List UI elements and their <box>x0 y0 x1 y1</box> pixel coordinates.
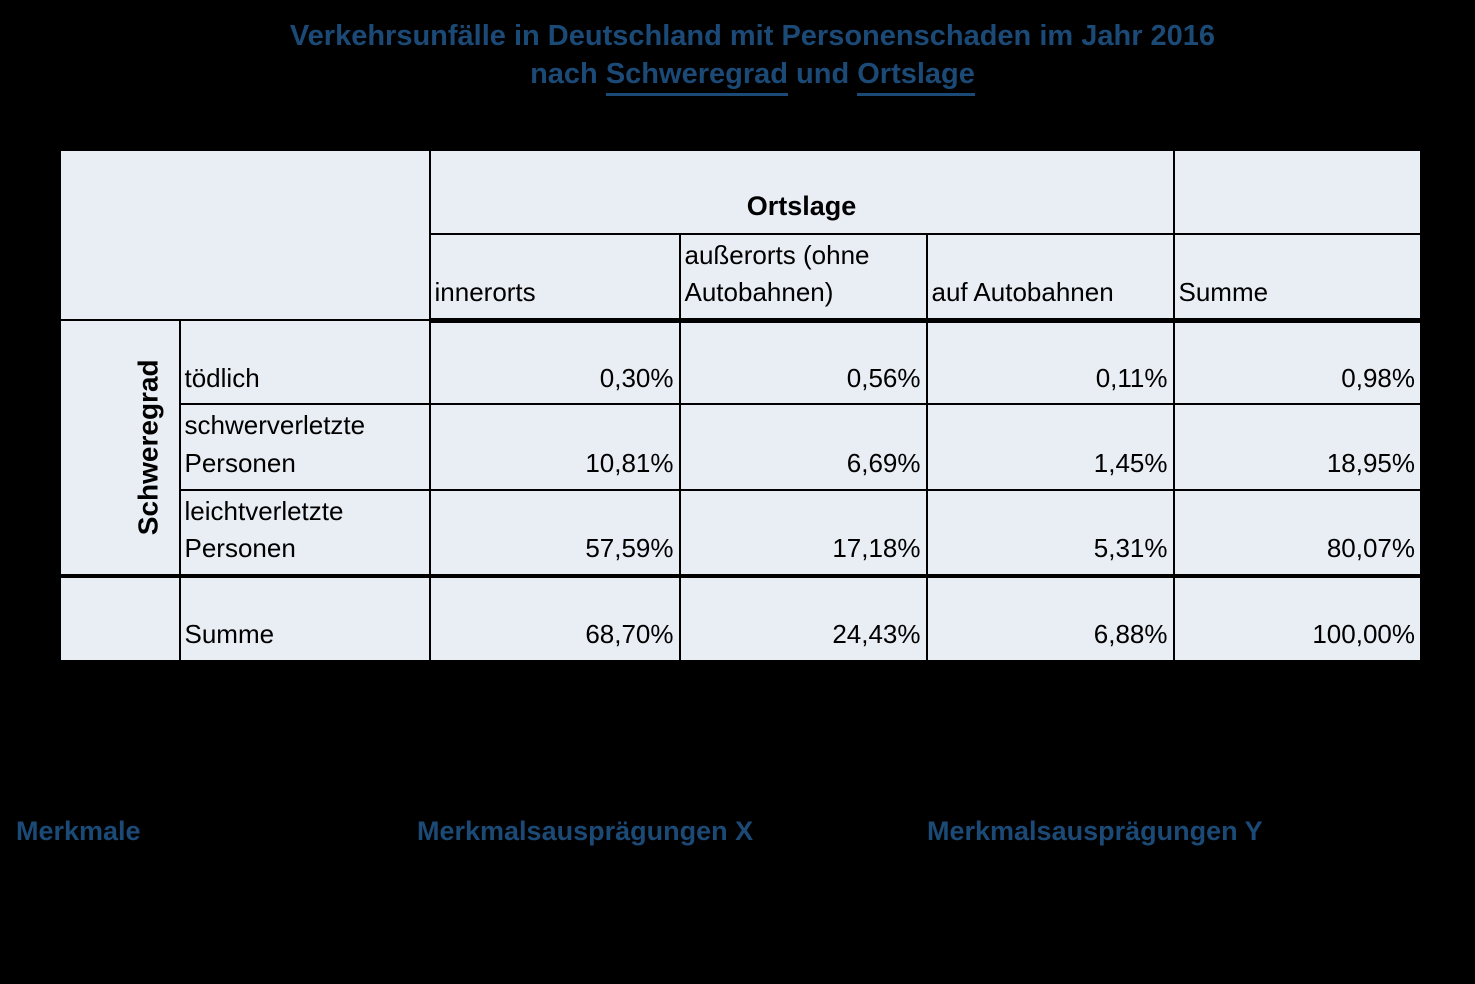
footer-label-merkmale: Merkmale <box>16 816 141 846</box>
col-group-header-ortslage: Ortslage <box>428 148 1175 235</box>
empty-cell-above-summe <box>1172 148 1423 235</box>
value-leichtverletzte-summe: 80,07% <box>1172 488 1423 578</box>
table-row-leichtverletzte: leichtverletzte Personen 57,59% 17,18% 5… <box>60 488 1423 578</box>
title-line2-mid: und <box>787 58 858 90</box>
row-label-schwerverletzte: schwerverletzte Personen <box>178 403 431 491</box>
table-row-schwerverletzte: schwerverletzte Personen 10,81% 6,69% 1,… <box>60 403 1423 491</box>
schweregrad-vertical-label: Schweregrad <box>132 359 164 536</box>
empty-cell-below-schweregrad <box>58 574 181 664</box>
corner-empty-cell <box>58 148 431 322</box>
value-toedlich-innerorts: 0,30% <box>428 319 681 406</box>
title-underlined-schweregrad: Schweregrad <box>605 58 788 96</box>
table-row-group-header: Ortslage <box>58 148 1423 322</box>
value-summe-autobahnen: 6,88% <box>925 574 1175 664</box>
crosstab-table: Ortslage innerorts außerorts (ohne Autob… <box>58 148 1423 665</box>
row-label-summe: Summe <box>178 574 431 664</box>
value-leichtverletzte-autobahnen: 5,31% <box>925 488 1175 578</box>
col-header-summe: Summe <box>1172 232 1423 323</box>
value-leichtverletzte-innerorts: 57,59% <box>428 488 681 578</box>
row-label-leichtverletzte: leichtverletzte Personen <box>178 488 431 578</box>
row-label-toedlich: tödlich <box>178 319 431 406</box>
footer-label-merkmalsauspraegungen-y: Merkmalsausprägungen Y <box>927 816 1263 846</box>
col-header-ausserorts: außerorts (ohne Autobahnen) <box>678 232 928 323</box>
value-leichtverletzte-ausserorts: 17,18% <box>678 488 928 578</box>
table-row-col-headers: innerorts außerorts (ohne Autobahnen) au… <box>60 232 1423 323</box>
table-row-toedlich: Schweregrad tödlich 0,30% 0,56% 0,11% 0,… <box>58 319 1423 578</box>
title-underlined-ortslage: Ortslage <box>857 58 975 96</box>
value-summe-innerorts: 68,70% <box>428 574 681 664</box>
value-toedlich-summe: 0,98% <box>1172 319 1423 406</box>
value-toedlich-ausserorts: 0,56% <box>678 319 928 406</box>
title-line-2: nach Schweregrad und Ortslage <box>30 55 1475 96</box>
value-schwerverletzte-autobahnen: 1,45% <box>925 403 1175 491</box>
value-schwerverletzte-ausserorts: 6,69% <box>678 403 928 491</box>
table-row-summe: Summe 68,70% 24,43% 6,88% 100,00% <box>58 574 1423 664</box>
page-title: Verkehrsunfälle in Deutschland mit Perso… <box>30 17 1475 96</box>
footer-label-merkmalsauspraegungen-x: Merkmalsausprägungen X <box>417 816 754 846</box>
title-line-1: Verkehrsunfälle in Deutschland mit Perso… <box>289 20 1216 52</box>
value-summe-ausserorts: 24,43% <box>678 574 928 664</box>
value-schwerverletzte-summe: 18,95% <box>1172 403 1423 491</box>
col-header-innerorts: innerorts <box>428 232 681 323</box>
value-toedlich-autobahnen: 0,11% <box>925 319 1175 406</box>
value-summe-summe: 100,00% <box>1172 574 1423 664</box>
value-schwerverletzte-innerorts: 10,81% <box>428 403 681 491</box>
title-line2-prefix: nach <box>530 58 606 90</box>
row-group-header-schweregrad: Schweregrad <box>58 319 181 578</box>
col-header-auf-autobahnen: auf Autobahnen <box>925 232 1175 323</box>
